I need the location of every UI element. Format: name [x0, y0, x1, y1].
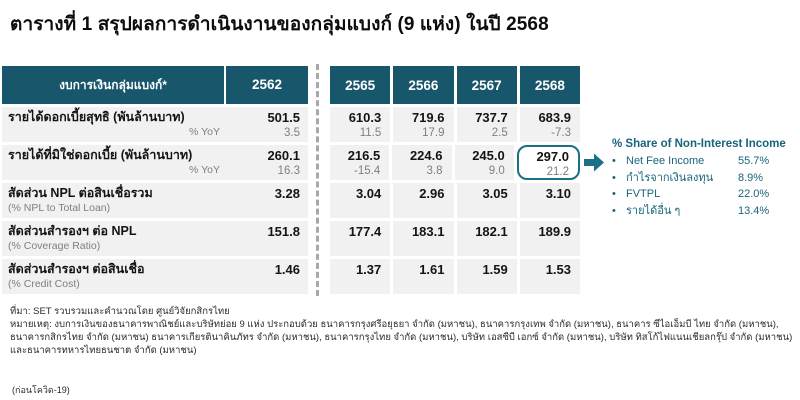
bullet-icon: •	[612, 155, 616, 167]
share-item-label: Net Fee Income	[626, 155, 705, 167]
arrow-right-icon	[584, 153, 604, 177]
table-row: รายได้ดอกเบี้ยสุทธิ (พันล้านบาท) % YoY 5…	[2, 107, 308, 142]
baseline-value: 151.8	[267, 224, 300, 239]
value-cell: 3.04	[330, 183, 391, 218]
year-column-header: 2567	[456, 66, 517, 104]
table-row: 1.37 1.61 1.59 1.53	[330, 259, 580, 294]
share-item: • FVTPL 22.0%	[612, 186, 798, 203]
table-row: 3.04 2.96 3.05 3.10	[330, 183, 580, 218]
share-panel: % Share of Non-Interest Income • Net Fee…	[612, 138, 798, 219]
row-sublabel: % YoY	[189, 125, 220, 138]
value-cell: 1.61	[393, 259, 454, 294]
value-cell: 224.6 3.8	[392, 145, 452, 180]
table-header-label: งบการเงินกลุ่มแบงก์*	[2, 66, 224, 104]
source-note: ที่มา: SET รวบรวมและคำนวณโดย ศูนย์วิจัยก…	[10, 306, 230, 317]
value-cell: 610.3 11.5	[330, 107, 391, 142]
value-cell: 216.5 -15.4	[330, 145, 390, 180]
value-cell: 1.53	[519, 259, 580, 294]
row-sublabel: (% Credit Cost)	[8, 277, 80, 290]
baseline-table-header: งบการเงินกลุ่มแบงก์* 2562 (ก่อนโควิด-19)	[2, 66, 308, 395]
baseline-table: งบการเงินกลุ่มแบงก์* 2562 (ก่อนโควิด-19)…	[2, 66, 308, 395]
row-label: รายได้ดอกเบี้ยสุทธิ (พันล้านบาท)	[8, 110, 185, 124]
table-row: 610.3 11.5 719.6 17.9 737.7 2.5 683.9 -7…	[330, 107, 580, 142]
value-cell: 189.9	[519, 221, 580, 256]
row-label: รายได้ที่มิใช่ดอกเบี้ย (พันล้านบาท)	[8, 148, 193, 162]
baseline-value: 501.5	[267, 110, 300, 125]
comparison-table-header: 2565 2566 2567 2568	[330, 66, 580, 104]
table-row: 177.4 183.1 182.1 189.9	[330, 221, 580, 256]
row-sublabel: (% NPL to Total Loan)	[8, 201, 111, 214]
year-note: (ก่อนโควิด-19)	[12, 385, 70, 395]
share-item-label: รายได้อื่น ๆ	[626, 204, 681, 217]
table-row: สัดส่วนสำรองฯ ต่อ NPL (% Coverage Ratio)…	[2, 221, 308, 256]
table-row: สัดส่วน NPL ต่อสินเชื่อรวม (% NPL to Tot…	[2, 183, 308, 218]
page-title: ตารางที่ 1 สรุปผลการดำเนินงานของกลุ่มแบง…	[10, 14, 549, 35]
comparison-table: 2565 2566 2567 2568 610.3 11.5 719.6 17.…	[330, 66, 580, 294]
value-cell: 1.37	[330, 259, 391, 294]
baseline-value: 260.1	[267, 148, 300, 163]
value-cell: 2.96	[393, 183, 454, 218]
bullet-icon: •	[612, 188, 616, 200]
share-panel-title: % Share of Non-Interest Income	[612, 138, 786, 150]
share-item-label: FVTPL	[626, 188, 661, 200]
value-cell: 245.0 9.0	[454, 145, 514, 180]
value-cell: 737.7 2.5	[456, 107, 517, 142]
value-cell: 3.10	[519, 183, 580, 218]
year-header-2562: 2562 (ก่อนโควิด-19)	[12, 66, 308, 395]
table-row: รายได้ที่มิใช่ดอกเบี้ย (พันล้านบาท) % Yo…	[2, 145, 308, 180]
highlighted-value-cell: 297.0 21.2	[516, 145, 580, 180]
year-column-header: 2566	[393, 66, 454, 104]
share-item-value: 13.4%	[738, 204, 770, 217]
year-label: 2562	[251, 76, 283, 92]
baseline-sub-value: 16.3	[277, 165, 300, 178]
row-label: สัดส่วนสำรองฯ ต่อสินเชื่อ	[8, 262, 145, 276]
share-item-value: 8.9%	[738, 171, 764, 184]
row-label: สัดส่วน NPL ต่อสินเชื่อรวม	[8, 186, 153, 200]
value-cell: 683.9 -7.3	[519, 107, 580, 142]
year-column-header: 2565	[330, 66, 391, 104]
row-sublabel: (% Coverage Ratio)	[8, 239, 101, 252]
share-item: • รายได้อื่น ๆ 13.4%	[612, 203, 798, 220]
year-column-header: 2568	[519, 66, 580, 104]
share-item-value: 22.0%	[738, 188, 770, 200]
bullet-icon: •	[612, 204, 616, 217]
bullet-icon: •	[612, 171, 616, 184]
table-row: สัดส่วนสำรองฯ ต่อสินเชื่อ (% Credit Cost…	[2, 259, 308, 294]
share-item: • Net Fee Income 55.7%	[612, 153, 798, 170]
value-cell: 1.59	[456, 259, 517, 294]
row-label: สัดส่วนสำรองฯ ต่อ NPL	[8, 224, 137, 238]
value-cell: 3.05	[456, 183, 517, 218]
baseline-value: 1.46	[274, 262, 300, 277]
baseline-sub-value: 3.5	[284, 127, 300, 140]
value-cell: 182.1	[456, 221, 517, 256]
dashed-divider	[316, 64, 319, 296]
value-cell: 177.4	[330, 221, 391, 256]
methodology-note: หมายเหตุ: งบการเงินของธนาคารพาณิชย์และบร…	[10, 319, 793, 356]
table-row: 216.5 -15.4 224.6 3.8 245.0 9.0 297.0 21…	[330, 145, 580, 180]
share-item-value: 55.7%	[738, 155, 770, 167]
share-item: • กำไรจากเงินลงทุน 8.9%	[612, 170, 798, 187]
value-cell: 719.6 17.9	[393, 107, 454, 142]
value-cell: 183.1	[393, 221, 454, 256]
baseline-value: 3.28	[274, 186, 300, 201]
share-item-label: กำไรจากเงินลงทุน	[626, 171, 714, 184]
row-sublabel: % YoY	[189, 163, 220, 176]
